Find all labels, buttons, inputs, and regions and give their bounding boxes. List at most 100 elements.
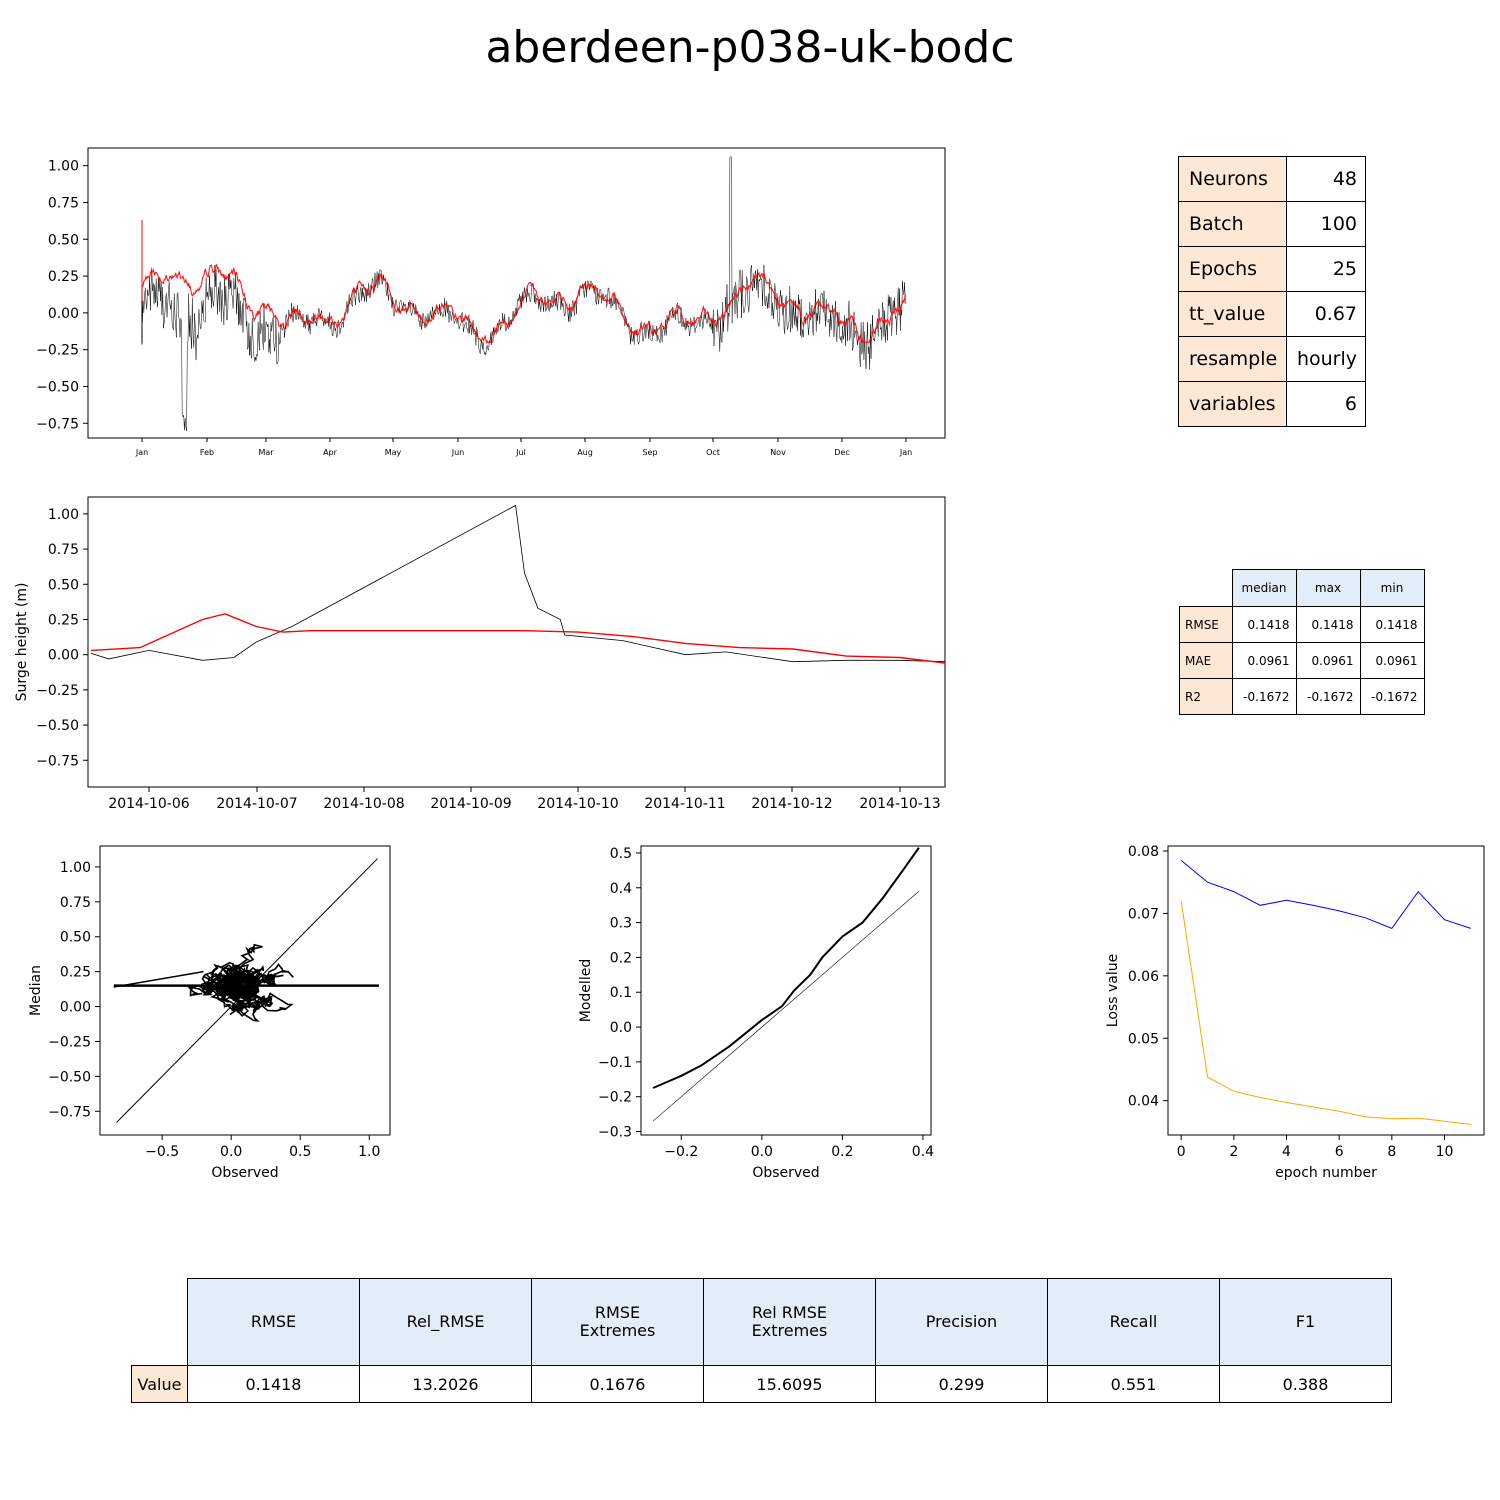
loss-xtick-label: 8 bbox=[1387, 1144, 1396, 1160]
stats-row-label: R2 bbox=[1179, 678, 1233, 715]
params-row: variables 6 bbox=[1178, 381, 1366, 427]
params-row: Neurons 48 bbox=[1178, 156, 1366, 202]
metrics-column-header: RMSE bbox=[187, 1278, 360, 1366]
params-label-cell: Neurons bbox=[1178, 156, 1287, 202]
metrics-value-cell: 0.299 bbox=[875, 1365, 1048, 1403]
year-series-xtick-label: Jul bbox=[515, 448, 526, 457]
metrics-column-header: RMSE Extremes bbox=[531, 1278, 704, 1366]
params-label-cell: variables bbox=[1178, 381, 1287, 427]
qq-ytick-label: 0.5 bbox=[610, 846, 632, 862]
params-row: Batch 100 bbox=[1178, 201, 1366, 247]
stats-row-label: MAE bbox=[1179, 642, 1233, 679]
metrics-column-header: F1 bbox=[1219, 1278, 1392, 1366]
scatter-xtick-label: 1.0 bbox=[358, 1144, 380, 1160]
scatter-ylabel: Median bbox=[28, 965, 44, 1016]
params-label-cell: tt_value bbox=[1178, 291, 1287, 337]
year-series-ytick-label: 1.00 bbox=[48, 159, 79, 175]
event-zoom-xtick-label: 2014-10-12 bbox=[751, 796, 832, 812]
metrics-value-cell: 0.1418 bbox=[187, 1365, 360, 1403]
year-series-ytick-label: −0.75 bbox=[36, 416, 79, 432]
event-zoom-xtick-label: 2014-10-08 bbox=[323, 796, 404, 812]
loss-frame bbox=[1167, 845, 1485, 1136]
metrics-value-cell: 0.388 bbox=[1219, 1365, 1392, 1403]
stats-column-header: max bbox=[1295, 569, 1361, 607]
loss-ytick-label: 0.04 bbox=[1128, 1094, 1159, 1110]
year-series-xtick-label: Feb bbox=[200, 448, 214, 457]
loss-val_loss-line bbox=[1180, 860, 1471, 930]
stats-value-cell: 0.1418 bbox=[1359, 606, 1425, 643]
qq-ylabel: Modelled bbox=[578, 959, 594, 1022]
event-zoom-observed-line bbox=[90, 504, 946, 663]
qq-ytick-label: −0.1 bbox=[598, 1055, 632, 1071]
stats-value-cell: 0.0961 bbox=[1231, 642, 1297, 679]
metrics-value-cell: 0.551 bbox=[1047, 1365, 1220, 1403]
event-zoom-ytick-label: −0.25 bbox=[36, 683, 79, 699]
scatter-spur-line bbox=[113, 970, 204, 988]
params-value-cell: hourly bbox=[1286, 336, 1366, 382]
metrics-header-row: RMSE Rel_RMSE RMSE Extremes Rel RMSE Extrem… bbox=[132, 1278, 1392, 1366]
qq-ytick-label: 0.0 bbox=[610, 1020, 632, 1036]
stats-value-cell: -0.1672 bbox=[1295, 678, 1361, 715]
qq-ytick-label: 0.3 bbox=[610, 916, 632, 932]
qq-ytick-label: −0.2 bbox=[598, 1090, 632, 1106]
year-series-xtick-label: Oct bbox=[706, 448, 720, 457]
qq-ytick-label: 0.1 bbox=[610, 985, 632, 1001]
scatter-xtick-label: 0.5 bbox=[289, 1144, 311, 1160]
event-zoom-xtick-label: 2014-10-11 bbox=[644, 796, 725, 812]
loss-xtick-label: 4 bbox=[1282, 1144, 1291, 1160]
metrics-column-header: Rel_RMSE bbox=[359, 1278, 532, 1366]
params-row: Epochs 25 bbox=[1178, 246, 1366, 292]
scatter-ytick-label: −0.75 bbox=[48, 1104, 91, 1120]
scatter-reference-line bbox=[116, 858, 378, 1123]
year-series-xtick-label: Jan bbox=[899, 448, 912, 457]
event-zoom-ytick-label: −0.50 bbox=[36, 718, 79, 734]
params-row: tt_value 0.67 bbox=[1178, 291, 1366, 337]
scatter-xtick-label: 0.0 bbox=[220, 1144, 242, 1160]
scatter-xtick-label: −0.5 bbox=[145, 1144, 179, 1160]
figure-title: aberdeen-p038-uk-bodc bbox=[485, 22, 1015, 73]
event-zoom-xtick-label: 2014-10-09 bbox=[430, 796, 511, 812]
loss-xtick-label: 2 bbox=[1229, 1144, 1238, 1160]
qq-ytick-label: −0.3 bbox=[598, 1125, 632, 1141]
params-label-cell: Epochs bbox=[1178, 246, 1287, 292]
qq-reference-line bbox=[652, 891, 920, 1122]
qq-quantile-line bbox=[652, 847, 920, 1089]
scatter-ytick-label: −0.50 bbox=[48, 1069, 91, 1085]
year-series-ytick-label: 0.25 bbox=[48, 269, 79, 285]
stats-row: R2 -0.1672 -0.1672 -0.1672 bbox=[1179, 678, 1425, 715]
qq-frame bbox=[640, 845, 932, 1136]
scatter-ytick-label: 0.25 bbox=[60, 965, 91, 981]
params-value-cell: 6 bbox=[1286, 381, 1366, 427]
event-zoom-xtick-label: 2014-10-06 bbox=[108, 796, 189, 812]
stats-value-cell: 0.1418 bbox=[1231, 606, 1297, 643]
metrics-value-cell: 0.1676 bbox=[531, 1365, 704, 1403]
loss-xtick-label: 6 bbox=[1335, 1144, 1344, 1160]
event-zoom-ytick-label: 0.75 bbox=[48, 542, 79, 558]
params-label-cell: resample bbox=[1178, 336, 1287, 382]
year-series-frame bbox=[87, 147, 946, 439]
metrics-row-label: Value bbox=[131, 1365, 188, 1403]
loss-xtick-label: 0 bbox=[1177, 1144, 1186, 1160]
event-zoom-ytick-label: 1.00 bbox=[48, 507, 79, 523]
event-zoom-ytick-label: 0.50 bbox=[48, 577, 79, 593]
params-row: resample hourly bbox=[1178, 336, 1366, 382]
loss-ytick-label: 0.06 bbox=[1128, 969, 1159, 985]
stats-value-cell: 0.0961 bbox=[1295, 642, 1361, 679]
stats-row-label: RMSE bbox=[1179, 606, 1233, 643]
scatter-xlabel: Observed bbox=[211, 1165, 278, 1181]
metrics-column-header: Precision bbox=[875, 1278, 1048, 1366]
scatter-frame bbox=[99, 845, 391, 1136]
metrics-column-header: Recall bbox=[1047, 1278, 1220, 1366]
stats-header-row: median max min bbox=[1180, 569, 1425, 607]
scatter-ytick-label: 0.50 bbox=[60, 930, 91, 946]
year-series-ytick-label: 0.50 bbox=[48, 232, 79, 248]
loss-train_loss-line bbox=[1180, 900, 1471, 1125]
event-zoom-predicted-line bbox=[90, 613, 946, 664]
stats-value-cell: -0.1672 bbox=[1231, 678, 1297, 715]
loss-xlabel: epoch number bbox=[1275, 1165, 1377, 1181]
year-series-xtick-label: Aug bbox=[577, 448, 593, 457]
stats-row: MAE 0.0961 0.0961 0.0961 bbox=[1179, 642, 1425, 679]
scatter-ytick-label: 0.75 bbox=[60, 895, 91, 911]
year-series-xtick-label: Nov bbox=[770, 448, 786, 457]
